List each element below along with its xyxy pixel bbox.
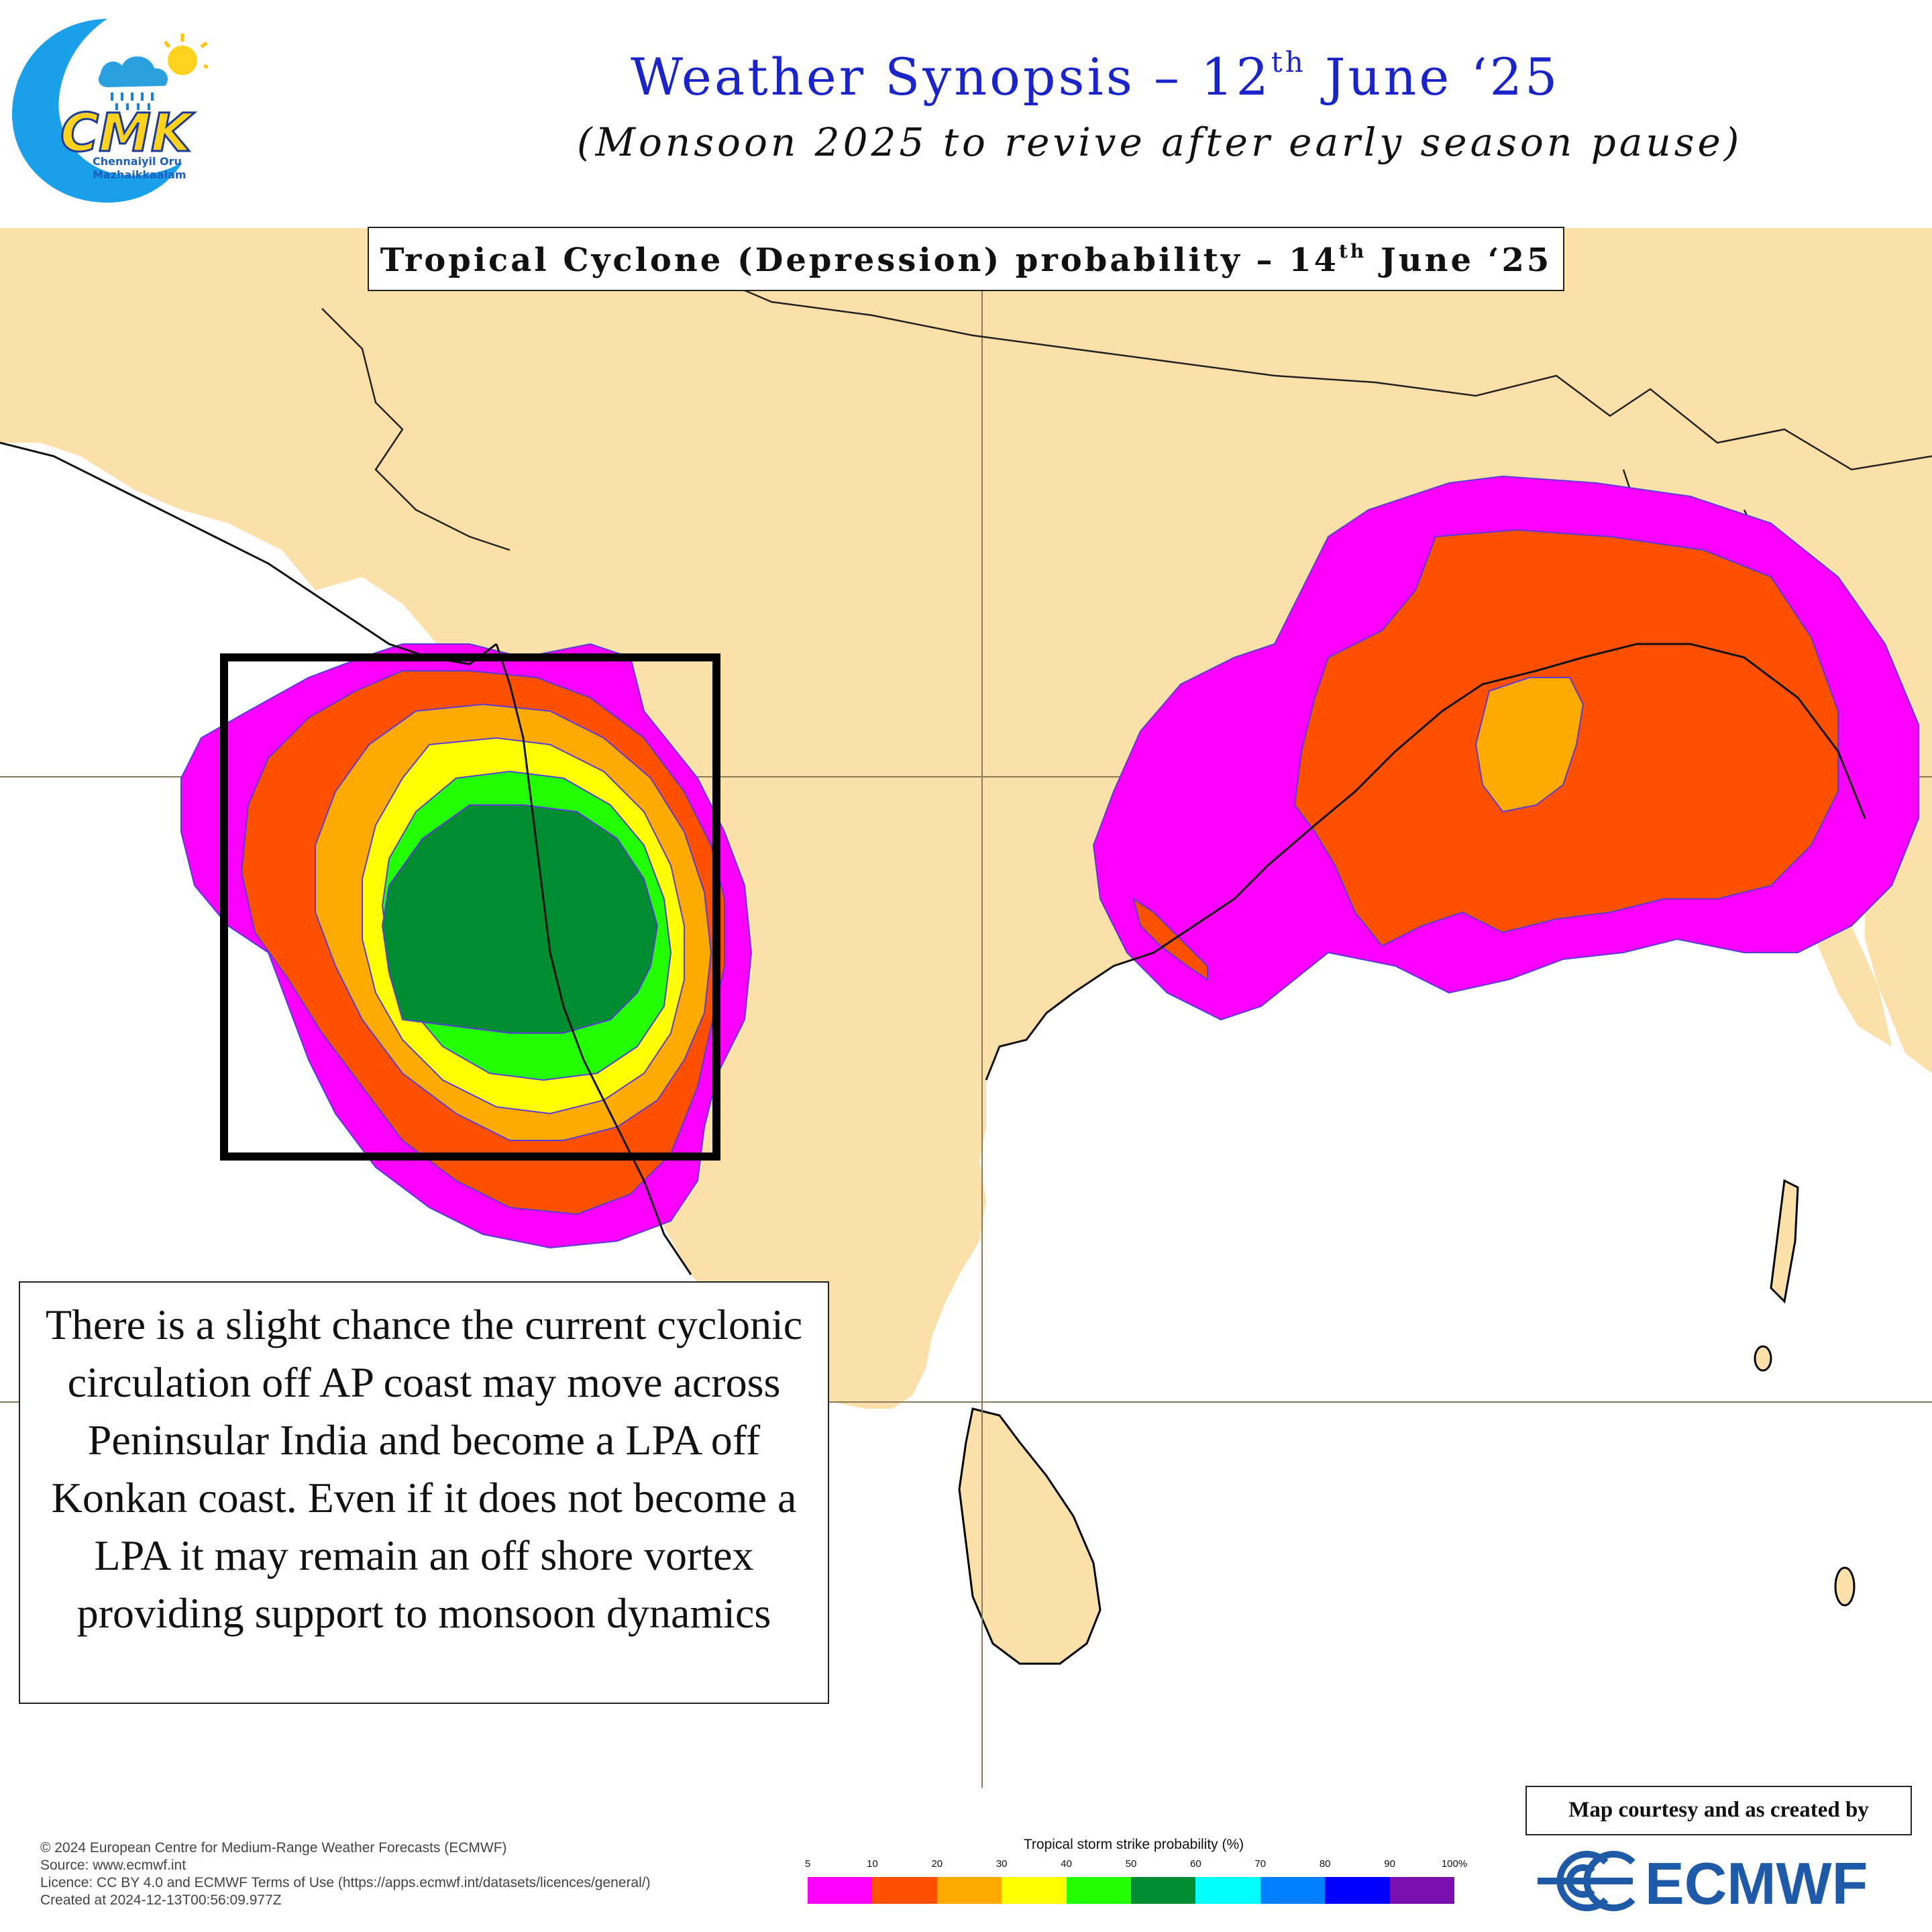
logo-mark: CMK: [60, 103, 195, 164]
legend-title: Tropical storm strike probability (%): [1023, 1837, 1244, 1852]
legend-swatch: [1066, 1877, 1132, 1904]
legend-tick-label: 70: [1254, 1858, 1267, 1870]
legend-tick-label: 10: [867, 1858, 878, 1870]
sun-icon: [164, 34, 208, 75]
legend-tick-label: 50: [1125, 1858, 1137, 1870]
legend-swatch: [808, 1877, 873, 1904]
rain-icon: [111, 93, 154, 110]
prob-bay-sliver: [1132, 897, 1208, 981]
andaman-islands: [1754, 1179, 1856, 1607]
legend-swatch: [1131, 1877, 1196, 1904]
legend-tick-label: 60: [1190, 1858, 1201, 1870]
east-coastline: [985, 643, 1866, 1081]
probability-map: [0, 228, 1932, 1791]
note-box: There is a slight chance the current cyc…: [19, 1281, 829, 1704]
west-coastline: [495, 643, 692, 1275]
note-text: There is a slight chance the current cyc…: [45, 1301, 803, 1637]
focus-box: [220, 653, 720, 1161]
legend-swatch: [872, 1877, 937, 1904]
legend-tick-label: 30: [996, 1858, 1008, 1870]
legend-tick-label: 5: [804, 1858, 811, 1870]
legend-swatch: [1325, 1877, 1390, 1904]
page-title: Weather Synopsis – 12th June ‘25: [631, 46, 1560, 107]
map-title-box: Tropical Cyclone (Depression) probabilit…: [368, 227, 1564, 291]
legend-tick-label: 90: [1384, 1858, 1395, 1870]
legend-swatch: [1195, 1877, 1260, 1904]
legend: Tropical storm strike probability (%) 5 1…: [804, 1837, 1467, 1904]
land-sri-lanka: [958, 1407, 1102, 1665]
legal-line: Source: www.ecmwf.int: [40, 1858, 186, 1873]
page-subtitle: (Monsoon 2025 to revive after early seas…: [577, 119, 1743, 165]
legend-swatch: [1260, 1877, 1326, 1904]
prob-bay-amber: [1474, 677, 1585, 813]
footer-legal: © 2024 European Centre for Medium-Range …: [40, 1839, 651, 1909]
legend-bar: [808, 1877, 1455, 1904]
legal-line: Created at 2024-12-13T00:56:09.977Z: [40, 1892, 282, 1908]
cmk-logo: CMK Chennaiyil Oru Mazhaikkaalam: [12, 19, 208, 203]
courtesy-box: Map courtesy and as created by: [1525, 1786, 1912, 1835]
courtesy-text: Map courtesy and as created by: [1568, 1798, 1869, 1822]
legal-line: Licence: CC BY 4.0 and ECMWF Terms of Us…: [40, 1875, 651, 1890]
ecmwf-text: ECMWF: [1645, 1850, 1868, 1915]
logo-line2: Mazhaikkaalam: [93, 168, 186, 181]
legend-tick-label: 100%: [1441, 1858, 1468, 1870]
legend-tick-label: 80: [1319, 1858, 1331, 1870]
legend-swatch: [1389, 1877, 1455, 1904]
header: CMK Chennaiyil Oru Mazhaikkaalam Weather…: [0, 0, 1932, 228]
moon-icon: [12, 19, 182, 203]
legend-swatch: [1002, 1877, 1067, 1904]
legend-tick-label: 40: [1061, 1858, 1072, 1870]
ecmwf-mark-icon: [1538, 1851, 1635, 1911]
legal-line: © 2024 European Centre for Medium-Range …: [40, 1840, 507, 1856]
map-title: Tropical Cyclone (Depression) probabilit…: [380, 240, 1552, 279]
cloud-icon: [98, 56, 168, 87]
legend-swatch: [936, 1877, 1002, 1904]
ecmwf-logo: ECMWF: [1538, 1850, 1868, 1915]
logo-line1: Chennaiyil Oru: [93, 155, 182, 168]
prob-arabian-darkgreen: [381, 804, 659, 1034]
legend-tick-label: 20: [931, 1858, 943, 1870]
